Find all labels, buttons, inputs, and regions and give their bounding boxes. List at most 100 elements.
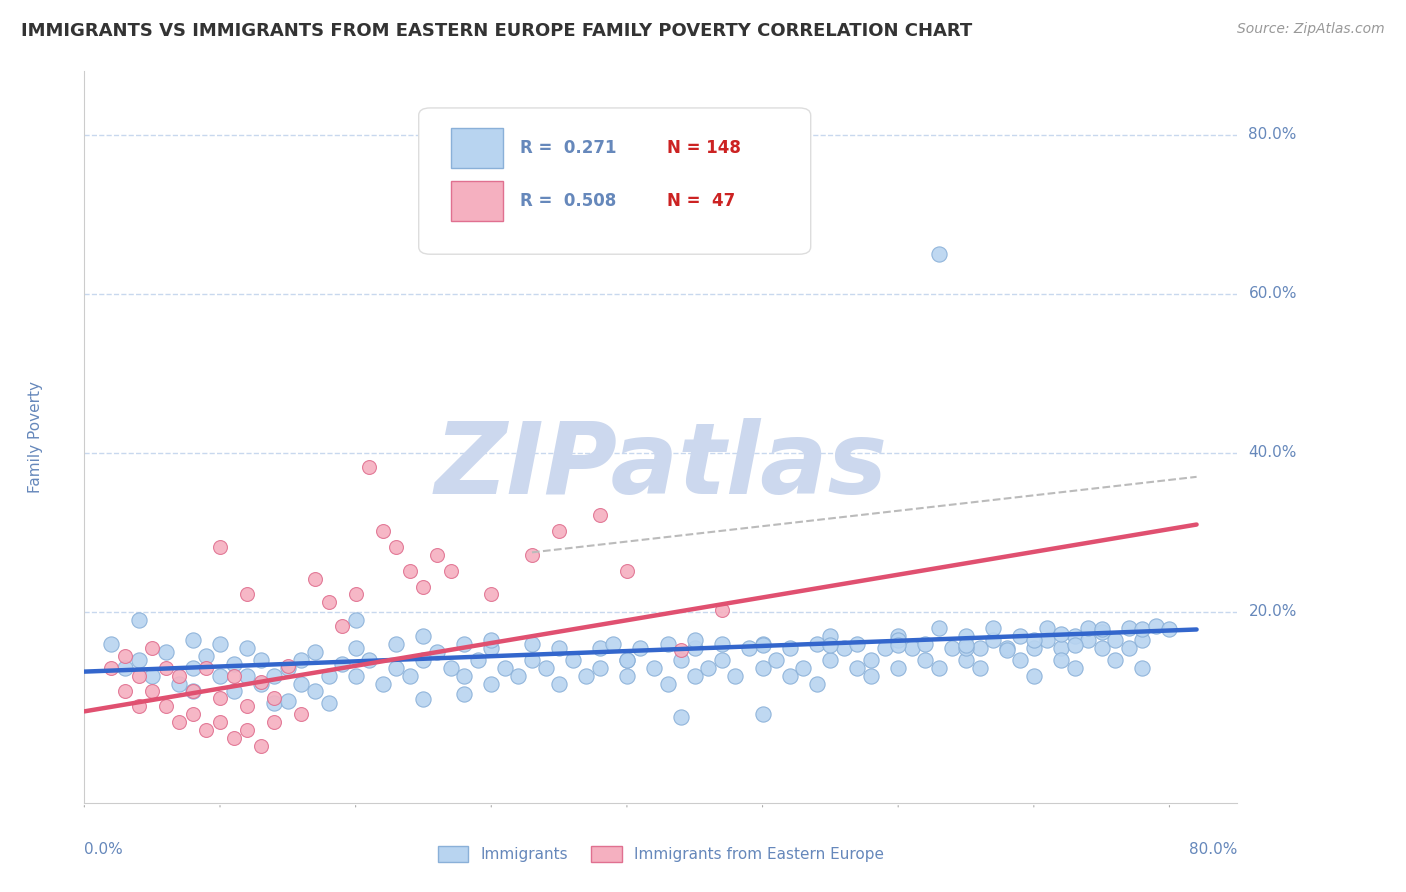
Point — [1104, 632, 1126, 647]
Point — [359, 460, 381, 475]
Point — [832, 640, 855, 655]
Point — [263, 697, 285, 711]
Point — [479, 676, 502, 690]
Point — [995, 640, 1018, 655]
Point — [683, 668, 706, 682]
Point — [846, 660, 869, 674]
Point — [222, 684, 245, 698]
Point — [616, 653, 638, 667]
Text: ZIPatlas: ZIPatlas — [434, 417, 887, 515]
Point — [616, 564, 638, 578]
Point — [955, 640, 977, 655]
Text: 80.0%: 80.0% — [1249, 128, 1296, 143]
Point — [873, 640, 896, 655]
Point — [779, 668, 801, 682]
Point — [669, 643, 692, 657]
Point — [616, 653, 638, 667]
Point — [467, 653, 489, 667]
Point — [222, 668, 245, 682]
Point — [683, 632, 706, 647]
Point — [806, 676, 828, 690]
Point — [779, 640, 801, 655]
Point — [181, 684, 204, 698]
Point — [439, 660, 461, 674]
Point — [1022, 668, 1045, 682]
Point — [330, 657, 353, 671]
Point — [520, 653, 543, 667]
Point — [955, 639, 977, 653]
Point — [914, 653, 936, 667]
Point — [548, 640, 571, 655]
Point — [928, 621, 950, 635]
Point — [249, 675, 271, 690]
Point — [520, 548, 543, 562]
Point — [981, 632, 1004, 647]
Point — [765, 653, 787, 667]
Point — [114, 684, 136, 698]
Legend: Immigrants, Immigrants from Eastern Europe: Immigrants, Immigrants from Eastern Euro… — [432, 840, 890, 868]
Point — [100, 637, 122, 651]
Point — [589, 508, 612, 522]
Point — [751, 660, 773, 674]
Point — [208, 637, 231, 651]
Text: 80.0%: 80.0% — [1189, 842, 1237, 856]
Point — [169, 676, 191, 690]
Point — [887, 660, 910, 674]
Point — [494, 660, 516, 674]
Point — [236, 668, 259, 682]
Point — [318, 668, 340, 682]
Point — [820, 629, 842, 643]
Point — [290, 706, 312, 721]
Point — [277, 660, 299, 674]
Point — [1118, 640, 1140, 655]
Point — [344, 587, 367, 601]
Point — [710, 653, 733, 667]
Text: Family Poverty: Family Poverty — [28, 381, 44, 493]
Point — [277, 694, 299, 708]
Point — [195, 648, 218, 663]
Point — [155, 645, 177, 659]
Point — [318, 697, 340, 711]
Point — [697, 660, 720, 674]
Point — [304, 572, 326, 586]
Point — [181, 632, 204, 647]
Point — [249, 739, 271, 753]
Point — [155, 698, 177, 713]
Point — [1091, 640, 1114, 655]
Point — [344, 613, 367, 627]
Point — [128, 668, 150, 682]
Point — [589, 660, 612, 674]
Point — [1022, 640, 1045, 655]
Point — [141, 668, 163, 682]
Text: 20.0%: 20.0% — [1249, 605, 1296, 619]
Point — [453, 637, 475, 651]
Point — [128, 698, 150, 713]
Point — [575, 668, 598, 682]
Point — [969, 660, 991, 674]
Point — [344, 668, 367, 682]
Point — [751, 639, 773, 653]
Point — [669, 710, 692, 724]
Point — [141, 684, 163, 698]
Point — [630, 640, 652, 655]
Point — [479, 632, 502, 647]
Point — [643, 660, 665, 674]
Point — [181, 660, 204, 674]
Point — [128, 613, 150, 627]
Point — [359, 653, 381, 667]
Point — [589, 640, 612, 655]
Point — [208, 690, 231, 705]
Point — [1063, 660, 1085, 674]
Text: R =  0.508: R = 0.508 — [520, 192, 616, 211]
Point — [602, 637, 624, 651]
Point — [249, 653, 271, 667]
Point — [236, 640, 259, 655]
Point — [1050, 627, 1073, 641]
Text: R =  0.271: R = 0.271 — [520, 139, 617, 158]
Point — [860, 668, 883, 682]
Text: 40.0%: 40.0% — [1249, 445, 1296, 460]
Point — [479, 640, 502, 655]
Point — [751, 637, 773, 651]
Point — [169, 714, 191, 729]
Point — [141, 640, 163, 655]
